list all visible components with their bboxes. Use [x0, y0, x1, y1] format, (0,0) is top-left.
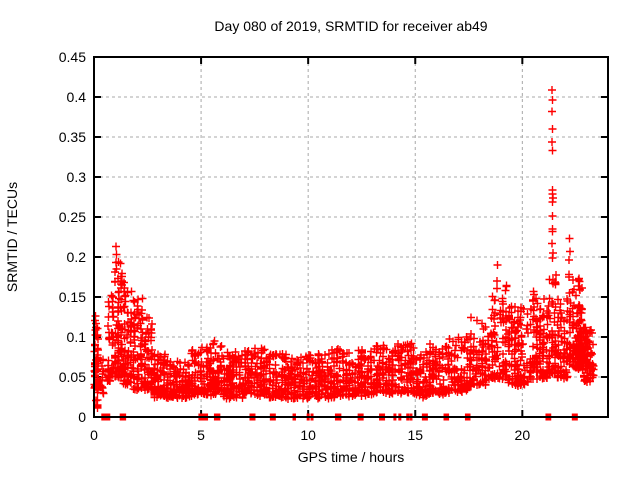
x-tick-label: 10: [300, 427, 316, 443]
x-tick-label: 15: [407, 427, 423, 443]
y-tick-label: 0.45: [59, 49, 86, 65]
y-tick-label: 0.4: [67, 89, 87, 105]
y-tick-label: 0.05: [59, 369, 86, 385]
x-tick-label: 20: [515, 427, 531, 443]
y-axis-label: SRMTID / TECUs: [4, 182, 20, 292]
x-tick-label: 0: [90, 427, 98, 443]
y-tick-label: 0: [78, 409, 86, 425]
y-tick-label: 0.35: [59, 129, 86, 145]
y-tick-label: 0.2: [67, 249, 87, 265]
x-tick-label: 5: [197, 427, 205, 443]
plot-frame: [93, 56, 609, 418]
srmtid-point-cloud: [90, 86, 598, 412]
y-tick-label: 0.1: [67, 329, 87, 345]
y-tick-label: 0.3: [67, 169, 87, 185]
x-tick-labels: 0 5 10 15 20: [90, 427, 530, 443]
y-tick-label: 0.25: [59, 209, 86, 225]
scatter-points: [90, 86, 598, 412]
y-tick-labels: 0 0.05 0.1 0.15 0.2 0.25 0.3 0.35 0.4 0.45: [59, 49, 86, 425]
chart-title: Day 080 of 2019, SRMTID for receiver ab4…: [214, 18, 487, 34]
x-axis-label: GPS time / hours: [298, 449, 405, 465]
y-tick-label: 0.15: [59, 289, 86, 305]
